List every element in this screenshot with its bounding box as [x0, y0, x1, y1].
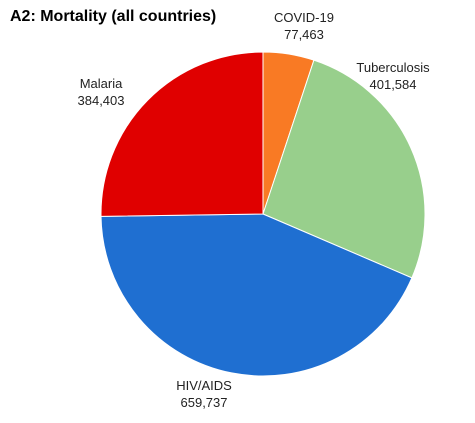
pie-slices — [100, 51, 426, 377]
chart-title: A2: Mortality (all countries) — [10, 8, 217, 25]
slice-label-covid-19: COVID-19 — [274, 10, 334, 25]
slice-value-hiv-aids: 659,737 — [181, 395, 228, 410]
pie-labels: COVID-19 77,463 Tuberculosis 401,584 HIV/AID… — [78, 10, 431, 410]
slice-value-malaria: 384,403 — [78, 93, 125, 108]
pie-slice-tuberculosis — [262, 59, 426, 279]
slice-label-tuberculosis: Tuberculosis — [356, 60, 430, 75]
slice-value-covid-19: 77,463 — [284, 27, 324, 42]
slice-label-malaria: Malaria — [80, 76, 123, 91]
pie-slice-hiv-aids — [100, 213, 413, 377]
slice-value-tuberculosis: 401,584 — [370, 77, 417, 92]
pie-slice-malaria — [100, 51, 264, 217]
slice-label-hiv-aids: HIV/AIDS — [176, 378, 232, 393]
